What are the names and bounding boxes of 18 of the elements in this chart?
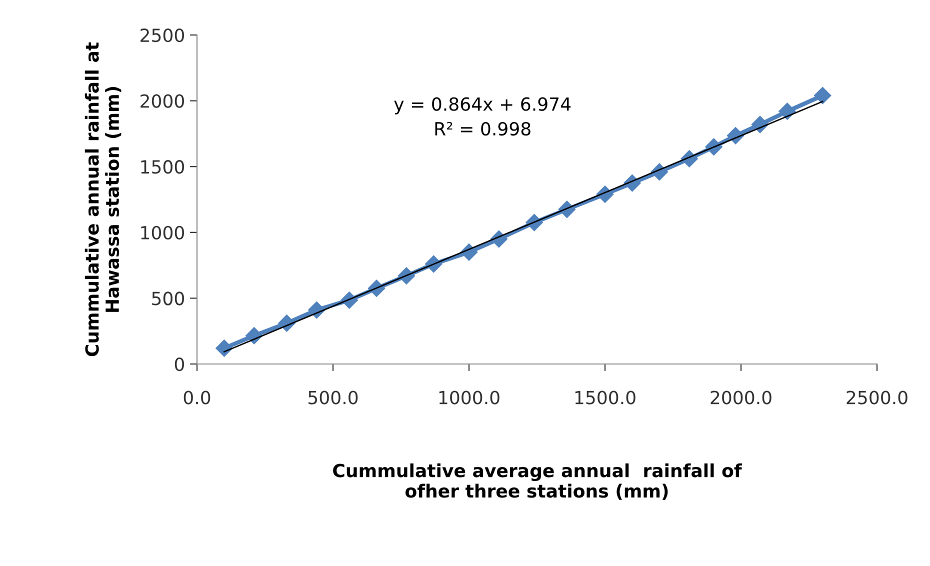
x-tick-label: 500.0 xyxy=(308,390,358,404)
x-tick-label: 0.0 xyxy=(184,390,210,404)
y-tick-label: 1500 xyxy=(141,160,184,174)
y-tick-label: 0 xyxy=(174,357,184,372)
point xyxy=(216,340,233,357)
y-tick-label: 1000 xyxy=(141,226,184,240)
x-tick-label: 1500.0 xyxy=(575,390,636,404)
x-tick-label: 2500.0 xyxy=(846,390,908,404)
y-tick-label: 2000 xyxy=(140,94,184,108)
x-axis-title: Cummulative average annual rainfall of ofher three stations (mm) xyxy=(333,463,742,500)
y-axis-title: Cummulative annual rainfall at Hawassa station (mm) xyxy=(84,42,122,356)
point xyxy=(814,86,832,104)
y-tick-label: 2500 xyxy=(140,28,184,42)
y-tick-label: 500 xyxy=(152,292,184,306)
x-tick-label: 1000.0 xyxy=(439,390,500,404)
annotation: y = 0.864x + 6.974 xyxy=(394,97,571,114)
x-tick-label: 2000.0 xyxy=(710,390,772,404)
annotation: R² = 0.998 xyxy=(435,122,530,136)
